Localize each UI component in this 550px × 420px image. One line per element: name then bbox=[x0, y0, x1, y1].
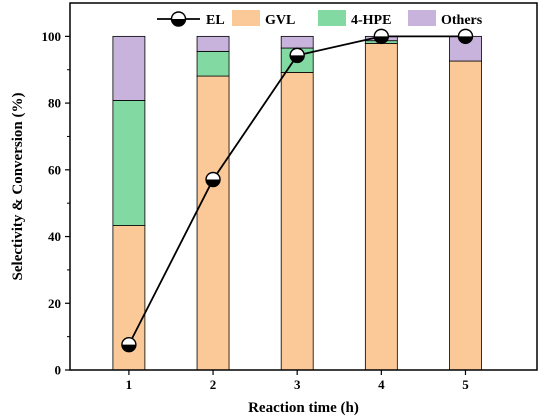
y-tick-label-60: 60 bbox=[48, 162, 61, 177]
legend-label: GVL bbox=[265, 13, 295, 28]
bar-gvl-4 bbox=[364, 42, 398, 371]
point-el-1 bbox=[121, 336, 137, 353]
point-el-2 bbox=[205, 171, 221, 188]
y-tick-label-20: 20 bbox=[48, 296, 61, 311]
legend: EL GVL 4-HPE Others bbox=[157, 10, 483, 28]
x-tick-label-3: 3 bbox=[294, 377, 301, 392]
point-el-3 bbox=[289, 47, 305, 64]
point-el-4 bbox=[373, 28, 390, 45]
y-tick-label-100: 100 bbox=[42, 29, 62, 44]
x-tick-label-1: 1 bbox=[126, 377, 133, 392]
bar-others-3 bbox=[280, 35, 314, 49]
y-tick-label-40: 40 bbox=[48, 229, 61, 244]
y-tick-label-80: 80 bbox=[48, 96, 61, 111]
point-el-5 bbox=[457, 28, 474, 45]
line-layer bbox=[121, 28, 474, 353]
y-tick-label-0: 0 bbox=[55, 363, 62, 378]
x-axis-title: Reaction time (h) bbox=[248, 400, 359, 416]
legend-el-marker bbox=[170, 11, 187, 27]
legend-label: Others bbox=[441, 13, 483, 28]
bar-4-hpe-2 bbox=[196, 50, 230, 77]
bar-gvl-3 bbox=[280, 71, 314, 371]
x-tick-label-2: 2 bbox=[210, 377, 217, 392]
legend-item-gvl: GVL bbox=[232, 10, 295, 28]
y-axis-title: Selectivity & Conversion (%) bbox=[10, 93, 26, 281]
legend-el-label: EL bbox=[206, 13, 225, 28]
plot-frame bbox=[69, 2, 538, 371]
bar-others-2 bbox=[196, 35, 230, 52]
legend-swatch bbox=[232, 10, 260, 26]
bar-others-1 bbox=[112, 35, 146, 101]
legend-item-others: Others bbox=[408, 10, 483, 28]
x-tick-label-5: 5 bbox=[462, 377, 469, 392]
bar-gvl-5 bbox=[449, 60, 482, 371]
x-tick-label-4: 4 bbox=[378, 377, 385, 392]
legend-label: 4-HPE bbox=[351, 13, 391, 28]
legend-item-el: EL bbox=[157, 11, 225, 28]
ticks-layer: 0 20 40 60 80 100 1 2 3 4 5 bbox=[42, 29, 470, 392]
bar-4-hpe-1 bbox=[112, 100, 146, 226]
bars-layer bbox=[112, 35, 482, 371]
legend-item-4-hpe: 4-HPE bbox=[318, 10, 391, 28]
legend-swatch bbox=[408, 10, 436, 26]
legend-swatch bbox=[318, 10, 346, 26]
bar-gvl-2 bbox=[196, 75, 230, 371]
